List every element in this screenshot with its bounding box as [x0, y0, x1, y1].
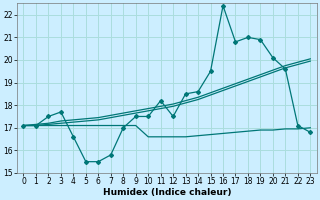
X-axis label: Humidex (Indice chaleur): Humidex (Indice chaleur): [103, 188, 231, 197]
